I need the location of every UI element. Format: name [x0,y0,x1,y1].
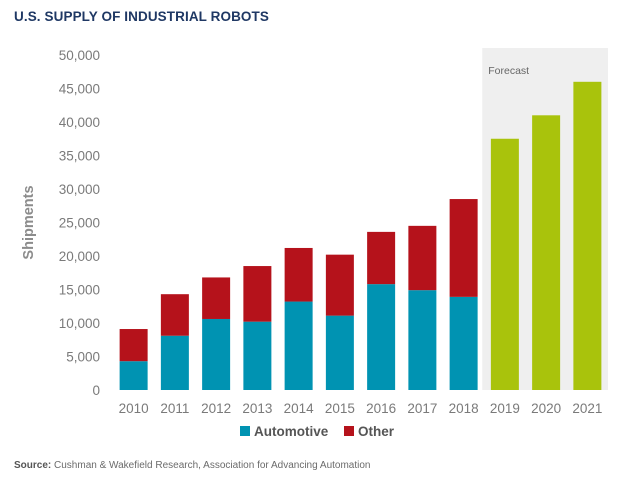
x-tick-label: 2010 [119,401,149,416]
y-tick-label: 35,000 [59,149,100,164]
bar-automotive-2013 [243,321,272,390]
bar-other-2013 [243,266,272,322]
x-tick-label: 2012 [201,401,231,416]
legend-swatch-other [344,426,354,436]
bar-other-2011 [160,294,189,336]
x-tick-label: 2017 [407,401,437,416]
y-tick-label: 50,000 [59,48,100,63]
x-tick-label: 2015 [325,401,355,416]
y-tick-label: 25,000 [59,216,100,231]
bar-forecast-2019 [490,138,519,390]
y-tick-label: 45,000 [59,82,100,97]
x-tick-label: 2021 [572,401,602,416]
x-tick-label: 2011 [160,401,189,416]
source-label: Source: [14,460,52,471]
axes: 0 5,000 10,000 15,000 20,000 25,000 30,000 35,0… [21,48,602,416]
x-tick-label: 2013 [242,401,272,416]
legend: Automotive Other [240,424,395,439]
forecast-label: Forecast [488,65,529,77]
bar-other-2014 [284,247,313,302]
y-tick-label: 40,000 [59,115,100,130]
x-tick-label: 2018 [449,401,479,416]
y-axis-label: Shipments [21,185,37,259]
bar-automotive-2014 [284,301,313,390]
bars [119,81,602,391]
legend-swatch-automotive [240,426,250,436]
y-tick-label: 20,000 [59,249,100,264]
x-tick-label: 2014 [284,401,315,416]
bar-automotive-2018 [449,296,478,390]
bar-other-2012 [202,277,231,319]
y-tick-label: 30,000 [59,182,100,197]
bar-automotive-2017 [408,290,437,390]
bar-other-2017 [408,225,437,291]
bar-chart: Forecast 0 5,000 10,000 15,000 20,000 25,000 3… [21,48,608,439]
y-tick-label: 10,000 [59,316,100,331]
bar-other-2010 [119,329,148,362]
bar-forecast-2021 [573,81,602,391]
y-tick-label: 15,000 [59,283,100,298]
bar-automotive-2015 [325,315,354,390]
y-tick-label: 0 [92,383,100,398]
bar-forecast-2020 [532,115,561,391]
x-tick-label: 2020 [531,401,561,416]
bar-other-2015 [325,254,354,316]
source-text: Cushman & Wakefield Research, Associatio… [54,460,371,471]
bar-other-2018 [449,199,478,297]
source-note: Source: Cushman & Wakefield Research, As… [14,460,370,471]
bar-other-2016 [367,231,396,285]
bar-automotive-2016 [367,284,396,390]
bar-automotive-2012 [202,318,231,390]
chart-title: U.S. SUPPLY OF INDUSTRIAL ROBOTS [14,9,269,24]
bar-automotive-2011 [160,335,189,390]
y-tick-label: 5,000 [66,350,100,365]
bar-automotive-2010 [119,361,148,390]
x-tick-label: 2019 [490,401,520,416]
legend-label-automotive: Automotive [254,424,329,439]
x-tick-label: 2016 [366,401,396,416]
legend-label-other: Other [358,424,395,439]
